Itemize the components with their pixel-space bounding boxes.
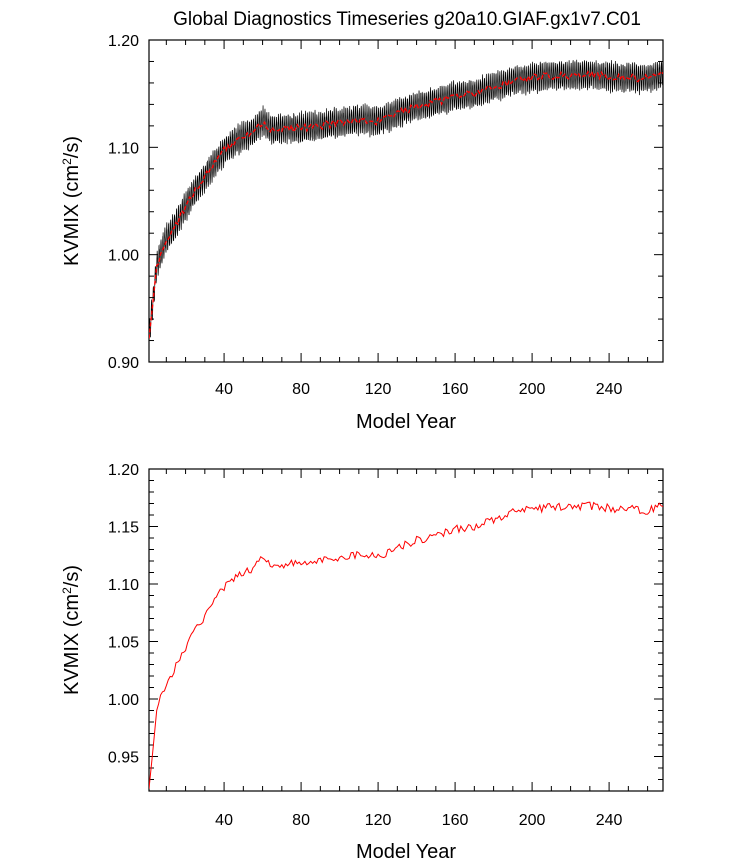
y-tick-label: 0.90 (108, 355, 139, 372)
x-axis-label: Model Year (356, 841, 456, 863)
y-axis-label: KVMIX (cm2/s) (60, 565, 83, 695)
y-tick-label: 1.00 (108, 692, 139, 709)
monthly-series-line (149, 59, 663, 341)
figure-title: Global Diagnostics Timeseries g20a10.GIA… (173, 9, 641, 30)
y-tick-label: 0.95 (108, 750, 139, 767)
plot-frame (148, 39, 664, 363)
x-axis-label: Model Year (356, 411, 456, 433)
top-panel: 40 80 120 160 200 240 0.90 1.00 1.10 1.20 Model Ye… (60, 33, 664, 433)
annual-mean-line (149, 69, 663, 339)
x-tick-label: 40 (215, 381, 233, 398)
x-tick-label: 240 (596, 812, 623, 829)
y-axis-label: KVMIX (cm2/s) (60, 136, 83, 266)
plot-frame (148, 468, 664, 792)
x-tick-label: 160 (442, 381, 469, 398)
y-tick-label: 1.20 (108, 33, 139, 50)
x-tick-label: 160 (442, 812, 469, 829)
x-tick-label: 240 (596, 381, 623, 398)
y-tick-label: 1.05 (108, 635, 139, 652)
x-tick-label: 80 (292, 812, 310, 829)
y-tick-label: 1.10 (108, 140, 139, 157)
bottom-panel: 40 80 120 160 200 240 0.95 1.00 1.05 1.10 1.15 1.20… (60, 462, 664, 863)
x-tick-label: 80 (292, 381, 310, 398)
y-tick-label: 1.10 (108, 577, 139, 594)
y-tick-label: 1.15 (108, 520, 139, 537)
x-tick-label: 200 (519, 812, 546, 829)
y-tick-label: 1.00 (108, 248, 139, 265)
x-tick-label: 120 (365, 812, 392, 829)
x-tick-label: 40 (215, 812, 233, 829)
x-tick-label: 120 (365, 381, 392, 398)
annual-mean-line (149, 501, 663, 789)
x-tick-label: 200 (519, 381, 546, 398)
y-tick-label: 1.20 (108, 462, 139, 479)
